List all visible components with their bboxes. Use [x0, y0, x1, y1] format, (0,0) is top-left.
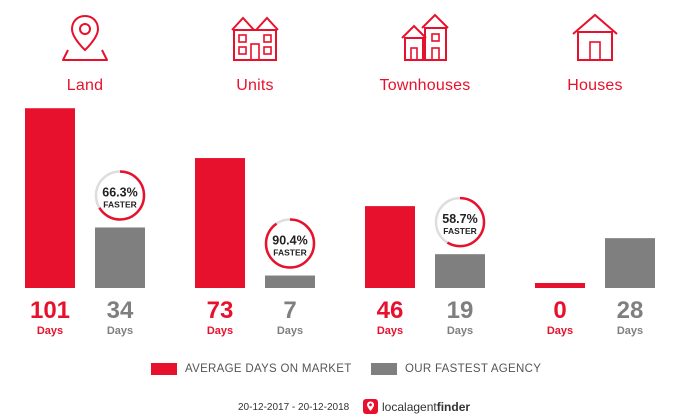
- bar-value-label: 0: [553, 297, 566, 324]
- bar-agency: [605, 238, 655, 288]
- bar-unit-label: Days: [37, 325, 63, 337]
- date-range: 20-12-2017 - 20-12-2018: [238, 402, 350, 413]
- faster-badge-track: [264, 218, 316, 269]
- bar-agency: [265, 275, 315, 288]
- bar-market: [365, 206, 415, 288]
- footer: 20-12-2017 - 20-12-2018 localagentfinder: [0, 399, 700, 417]
- faster-badge-track: [94, 170, 146, 221]
- legend-swatch-market: [151, 363, 177, 375]
- category-label: Units: [236, 77, 274, 94]
- faster-badge-label: FASTER: [273, 248, 307, 258]
- bar-unit-label: Days: [277, 325, 303, 337]
- bar-value-label: 28: [617, 297, 644, 324]
- bar-value-label: 34: [107, 297, 134, 324]
- faster-badge-percent: 58.7%: [442, 212, 477, 226]
- faster-badge-percent: 66.3%: [102, 185, 137, 199]
- chart-legend: AVERAGE DAYS ON MARKET OUR FASTEST AGENC…: [0, 363, 700, 379]
- bar-unit-label: Days: [447, 325, 473, 337]
- bar-unit-label: Days: [107, 325, 133, 337]
- bar-market: [195, 158, 245, 288]
- faster-badge-label: FASTER: [103, 199, 137, 209]
- faster-badge-label: FASTER: [443, 226, 477, 236]
- category-label: Houses: [567, 77, 623, 94]
- bar-unit-label: Days: [617, 325, 643, 337]
- category-header-units: Units: [185, 10, 325, 95]
- house-icon: [572, 13, 618, 61]
- map-pin-icon: [62, 14, 108, 61]
- bar-unit-label: Days: [377, 325, 403, 337]
- bar-market: [535, 283, 585, 288]
- category-header-townhouses: Townhouses: [355, 10, 495, 95]
- category-header-houses: Houses: [525, 10, 665, 95]
- bar-unit-label: Days: [547, 325, 573, 337]
- brand-prefix: local: [382, 399, 407, 414]
- faster-badge-ring: [94, 170, 146, 221]
- bar-value-label: 7: [283, 297, 296, 324]
- bar-value-label: 19: [447, 297, 474, 324]
- bar-value-label: 101: [30, 297, 70, 324]
- legend-item-agency: OUR FASTEST AGENCY: [371, 363, 541, 375]
- legend-label-market: AVERAGE DAYS ON MARKET: [185, 363, 352, 375]
- brand-name: localagentfinder: [382, 400, 470, 414]
- category-label: Townhouses: [379, 77, 471, 94]
- bar-value-label: 46: [377, 297, 404, 324]
- brand-mid: agent: [406, 399, 437, 414]
- category-header-land: Land: [15, 10, 155, 95]
- faster-badge-track: [434, 196, 486, 248]
- category-label: Land: [66, 77, 104, 94]
- bar-market: [25, 108, 75, 288]
- bar-unit-label: Days: [207, 325, 233, 337]
- brand-suffix: finder: [436, 399, 471, 414]
- brand-logo[interactable]: localagentfinder: [363, 399, 470, 414]
- townhouses-icon: [401, 13, 449, 61]
- bar-agency: [435, 254, 485, 288]
- faster-badge-ring: [434, 196, 486, 248]
- brand-pin-icon: [363, 399, 378, 414]
- bar-value-label: 73: [207, 297, 234, 324]
- legend-item-market: AVERAGE DAYS ON MARKET: [151, 363, 352, 375]
- legend-swatch-agency: [371, 363, 397, 375]
- bar-agency: [95, 227, 145, 288]
- faster-badge-percent: 90.4%: [272, 234, 307, 248]
- legend-label-agency: OUR FASTEST AGENCY: [405, 363, 542, 375]
- faster-badge-ring: [264, 218, 316, 269]
- apartment-building-icon: [231, 16, 279, 61]
